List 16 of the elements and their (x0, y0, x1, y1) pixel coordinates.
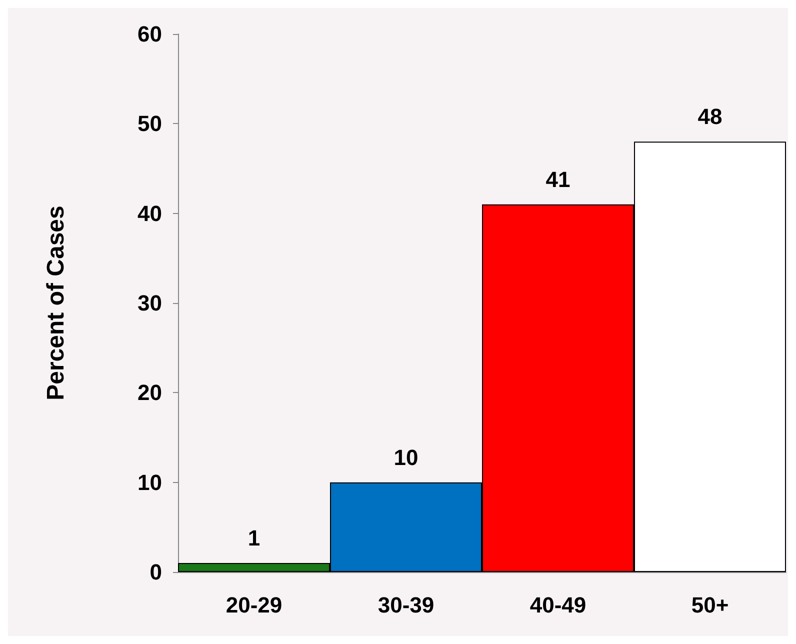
data-label: 48 (698, 104, 722, 130)
x-tick-label: 30-39 (378, 592, 434, 618)
x-tick-label: 50+ (691, 592, 729, 618)
data-label: 10 (394, 444, 418, 470)
y-axis-title: Percent of Cases (42, 206, 70, 400)
data-label: 1 (248, 526, 260, 551)
y-tick-label: 30 (138, 290, 162, 316)
y-tick-label: 50 (138, 111, 162, 136)
x-tick-label: 20-29 (226, 592, 282, 618)
y-tick-label: 10 (138, 470, 162, 495)
y-tick-label: 20 (138, 380, 162, 406)
y-tick-label: 40 (138, 200, 162, 226)
y-tick-label: 0 (150, 560, 162, 584)
x-tick-label: 40-49 (530, 592, 586, 618)
y-tick-label: 60 (138, 22, 162, 46)
data-label: 41 (546, 166, 570, 192)
